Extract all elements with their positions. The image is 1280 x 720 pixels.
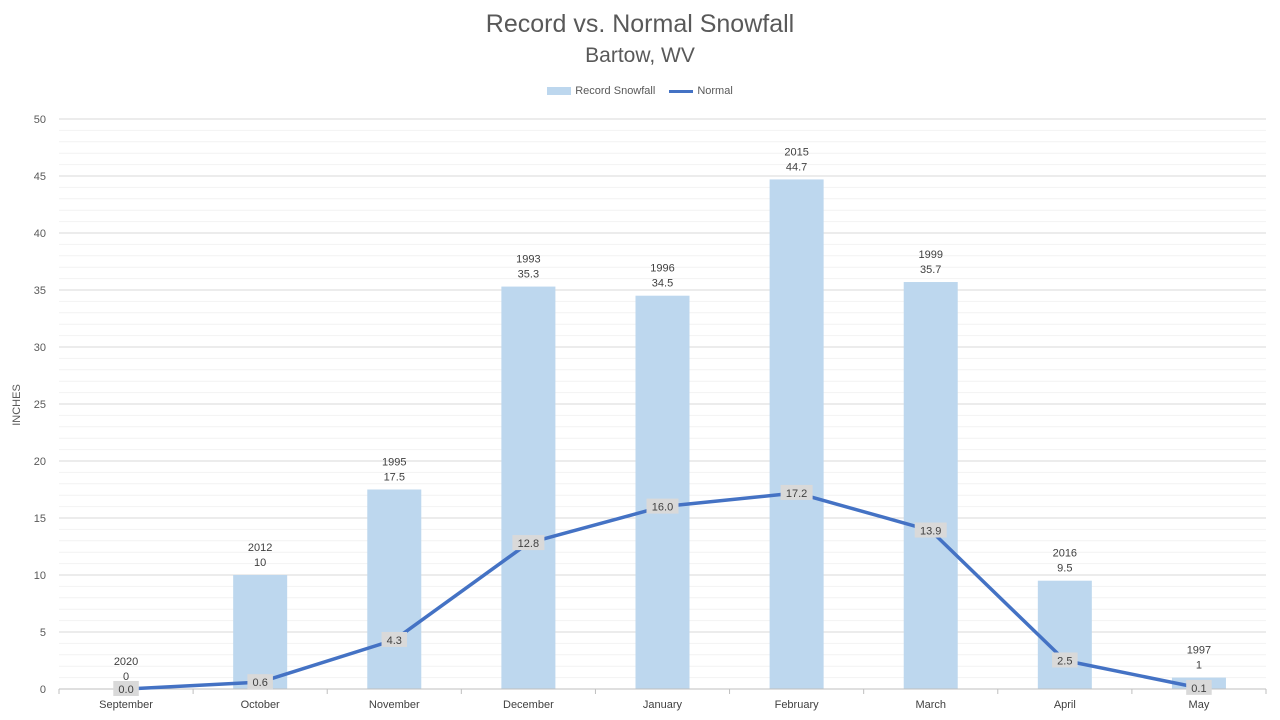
chart-subtitle: Bartow, WV xyxy=(585,44,695,67)
bar-year-label: 1996 xyxy=(650,263,674,275)
record-bar xyxy=(635,295,690,689)
y-tick-label: 45 xyxy=(34,171,46,183)
normal-value-label: 17.2 xyxy=(786,488,807,500)
record-bar xyxy=(769,179,824,690)
normal-value-label: 4.3 xyxy=(387,635,402,647)
bar-year-label: 1999 xyxy=(918,249,942,261)
bar-value-label: 1 xyxy=(1196,660,1202,672)
chart-legend: Record Snowfall Normal xyxy=(0,85,1280,97)
bar-year-label: 2015 xyxy=(784,146,808,158)
y-tick-label: 10 xyxy=(34,570,46,582)
bar-year-label: 1997 xyxy=(1187,645,1211,657)
bar-value-label: 10 xyxy=(254,557,266,569)
legend-swatch-normal xyxy=(669,89,694,93)
normal-label-box xyxy=(646,498,679,514)
normal-value-label: 0.6 xyxy=(253,677,268,689)
record-bar xyxy=(1037,580,1092,689)
x-tick-label: February xyxy=(775,699,820,711)
y-tick-label: 0 xyxy=(40,684,46,696)
bar-value-label: 44.7 xyxy=(786,161,807,173)
normal-value-label: 2.5 xyxy=(1057,656,1072,668)
chart-title: Record vs. Normal Snowfall xyxy=(485,10,795,38)
y-tick-label: 35 xyxy=(34,285,46,297)
y-tick-label: 50 xyxy=(34,114,46,126)
bar-value-label: 17.5 xyxy=(384,472,405,484)
bar-value-label: 9.5 xyxy=(1057,563,1072,575)
bar-year-label: 1995 xyxy=(382,457,406,469)
bar-value-label: 0 xyxy=(123,671,129,683)
normal-value-label: 12.8 xyxy=(518,538,539,550)
legend-swatch-record xyxy=(547,87,572,95)
x-tick-label: January xyxy=(643,699,683,711)
y-tick-label: 20 xyxy=(34,456,46,468)
record-bar xyxy=(903,282,958,689)
normal-label-box xyxy=(247,674,273,690)
bar-year-label: 1993 xyxy=(516,254,540,266)
normal-label-box xyxy=(512,535,545,551)
normal-value-label: 16.0 xyxy=(652,502,673,514)
record-bar xyxy=(233,575,288,689)
x-tick-label: December xyxy=(503,699,554,711)
y-tick-label: 5 xyxy=(40,627,46,639)
legend-label-record: Record Snowfall xyxy=(575,85,656,97)
y-tick-label: 30 xyxy=(34,342,46,354)
normal-label-box xyxy=(1052,652,1078,668)
y-tick-label: 25 xyxy=(34,399,46,411)
legend-label-normal: Normal xyxy=(697,85,733,97)
x-tick-label: September xyxy=(99,699,153,711)
y-tick-label: 15 xyxy=(34,513,46,525)
bar-year-label: 2016 xyxy=(1053,548,1077,560)
normal-value-label: 13.9 xyxy=(920,526,941,538)
bar-value-label: 34.5 xyxy=(652,278,673,290)
y-tick-label: 40 xyxy=(34,228,46,240)
record-bars xyxy=(233,179,1226,690)
x-tick-label: October xyxy=(241,699,280,711)
normal-label-box xyxy=(381,631,408,647)
normal-label-box xyxy=(914,522,947,538)
bar-value-label: 35.3 xyxy=(518,269,539,281)
x-tick-label: May xyxy=(1189,699,1210,711)
bar-value-label: 35.7 xyxy=(920,264,941,276)
x-tick-label: November xyxy=(369,699,420,711)
legend-item-record: Record Snowfall xyxy=(547,85,655,97)
normal-label-box xyxy=(780,484,813,500)
record-bar xyxy=(501,286,556,689)
normal-label-box xyxy=(1186,679,1212,695)
normal-value-label: 0.1 xyxy=(1191,683,1206,695)
normal-label-box xyxy=(113,681,139,696)
x-tick-label: March xyxy=(915,699,946,711)
bar-year-label: 2020 xyxy=(114,656,138,668)
record-bar xyxy=(367,489,422,689)
legend-item-normal: Normal xyxy=(669,85,733,97)
normal-value-label: 0.0 xyxy=(118,684,133,696)
x-tick-label: April xyxy=(1054,699,1076,711)
bar-year-label: 2012 xyxy=(248,542,272,554)
